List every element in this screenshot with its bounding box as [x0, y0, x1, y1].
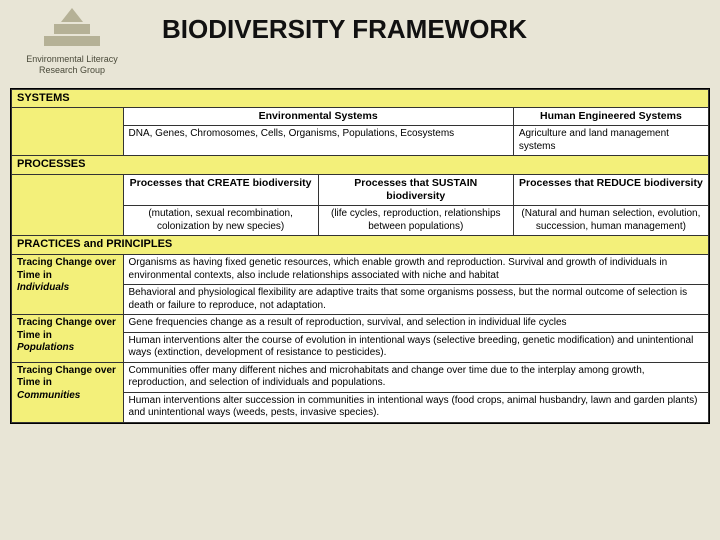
systems-label-cell [12, 108, 124, 156]
populations-label: Tracing Change over Time in Populations [12, 315, 124, 363]
env-systems-header: Environmental Systems [123, 108, 513, 126]
individuals-label-b: Individuals [17, 282, 69, 293]
communities-body-2: Human interventions alter succession in … [123, 392, 708, 422]
framework-table: SYSTEMS Environmental Systems Human Engi… [11, 89, 709, 423]
practices-row-individuals-1: Tracing Change over Time in Individuals … [12, 255, 709, 285]
processes-col-headers: Processes that CREATE biodiversity Proce… [12, 175, 709, 206]
create-body: (mutation, sexual recombination, coloniz… [123, 206, 318, 236]
communities-label-a: Tracing Change over Time in [17, 365, 116, 389]
reduce-header-text: Processes that REDUCE biodiversity [519, 177, 703, 190]
create-header: Processes that CREATE biodiversity [123, 175, 318, 206]
sustain-header: Processes that SUSTAIN biodiversity [318, 175, 513, 206]
reduce-header: Processes that REDUCE biodiversity [513, 175, 708, 206]
communities-label: Tracing Change over Time in Communities [12, 362, 124, 422]
section-processes-header-row: PROCESSES [12, 156, 709, 175]
populations-label-b: Populations [17, 342, 74, 353]
practices-row-populations-1: Tracing Change over Time in Populations … [12, 315, 709, 333]
create-header-text: Processes that CREATE biodiversity [129, 177, 313, 190]
individuals-label-a: Tracing Change over Time in [17, 257, 116, 281]
section-practices-header-row: PRACTICES and PRINCIPLES [12, 236, 709, 255]
env-systems-body: DNA, Genes, Chromosomes, Cells, Organism… [123, 126, 513, 156]
header: Environmental Literacy Research Group BI… [0, 0, 720, 80]
org-name-line2: Research Group [12, 65, 132, 76]
section-processes-header: PROCESSES [12, 156, 709, 175]
framework-table-wrap: SYSTEMS Environmental Systems Human Engi… [10, 88, 710, 424]
section-practices-header: PRACTICES and PRINCIPLES [12, 236, 709, 255]
section-systems-header-row: SYSTEMS [12, 89, 709, 108]
section-systems-header: SYSTEMS [12, 89, 709, 108]
populations-body-2: Human interventions alter the course of … [123, 332, 708, 362]
individuals-body-2: Behavioral and physiological flexibility… [123, 285, 708, 315]
logo-block: Environmental Literacy Research Group [12, 8, 132, 76]
page-title: BIODIVERSITY FRAMEWORK [162, 14, 527, 45]
human-systems-body: Agriculture and land management systems [513, 126, 708, 156]
communities-body-1: Communities offer many different niches … [123, 362, 708, 392]
org-name-line1: Environmental Literacy [12, 54, 132, 65]
practices-row-communities-1: Tracing Change over Time in Communities … [12, 362, 709, 392]
reduce-body: (Natural and human selection, evolution,… [513, 206, 708, 236]
individuals-body-1: Organisms as having fixed genetic resour… [123, 255, 708, 285]
sustain-header-text: Processes that SUSTAIN biodiversity [324, 177, 508, 203]
communities-label-b: Communities [17, 390, 80, 401]
processes-label-cell [12, 175, 124, 236]
systems-col-headers: Environmental Systems Human Engineered S… [12, 108, 709, 126]
human-systems-header: Human Engineered Systems [513, 108, 708, 126]
populations-body-1: Gene frequencies change as a result of r… [123, 315, 708, 333]
pyramid-icon [37, 8, 107, 52]
individuals-label: Tracing Change over Time in Individuals [12, 255, 124, 315]
populations-label-a: Tracing Change over Time in [17, 317, 116, 341]
sustain-body: (life cycles, reproduction, relationship… [318, 206, 513, 236]
